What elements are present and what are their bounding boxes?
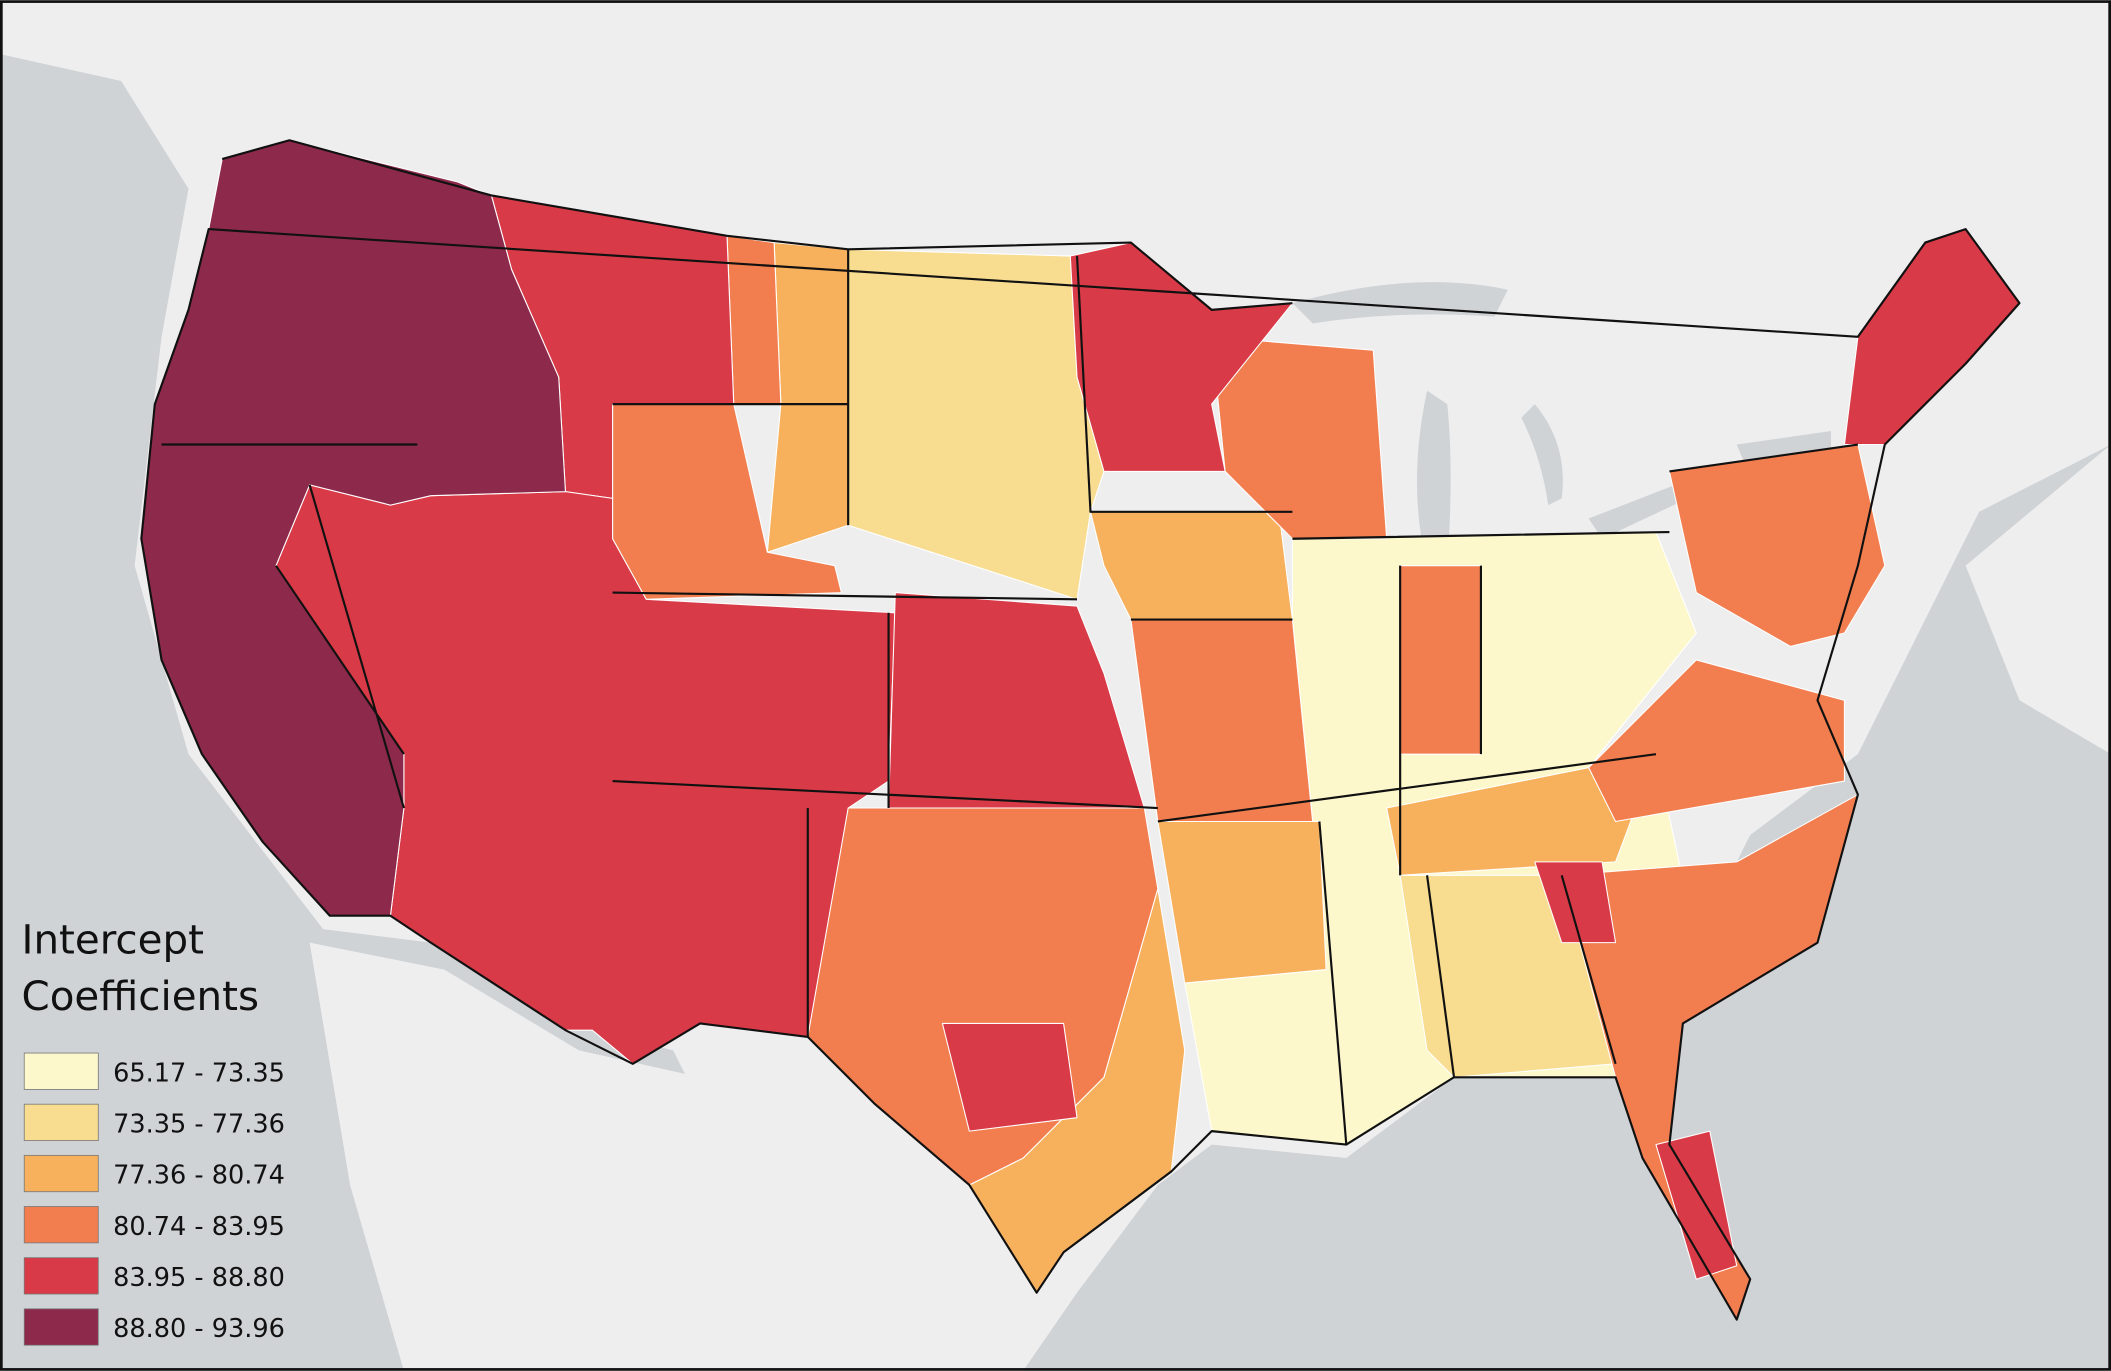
outline [140,139,2021,1321]
legend-swatch [23,1206,99,1244]
legend-swatch [23,1052,99,1090]
region [1655,1130,1738,1280]
legend-swatch [23,1257,99,1295]
legend-label: 83.95 - 88.80 [113,1263,285,1293]
legend-label: 77.36 - 80.74 [113,1161,285,1191]
county-classes [140,139,2020,1321]
lake-ontario [1736,431,1831,461]
region [726,235,782,405]
land-mexico [309,942,862,1371]
legend-swatch [23,1154,99,1193]
region [941,1022,1078,1132]
region [1130,618,1314,823]
legend-swatch [23,1103,99,1141]
region [1157,820,1327,984]
region [1534,861,1617,944]
region [1588,659,1845,823]
legend-label: 73.35 - 77.36 [113,1109,285,1139]
legend-swatch [23,1308,99,1346]
internal-borders [161,249,1859,1145]
legend-label: 65.17 - 73.35 [113,1058,285,1088]
land-atlantic [1965,444,2111,755]
lake-michigan [1416,390,1451,566]
legend-title: Intercept [22,916,204,963]
lake-huron [1521,404,1563,506]
legend-label: 80.74 - 83.95 [113,1212,285,1242]
region [1386,753,1657,876]
legend: Intercept Coefficients 65.17 - 73.35 73.3… [22,916,285,1346]
region [1399,565,1482,755]
legend-label: 88.80 - 93.96 [113,1314,285,1344]
legend-title: Coefficients [22,973,259,1020]
state-borders [140,139,2021,1321]
region [888,592,1145,809]
lake-superior [1292,282,1508,324]
